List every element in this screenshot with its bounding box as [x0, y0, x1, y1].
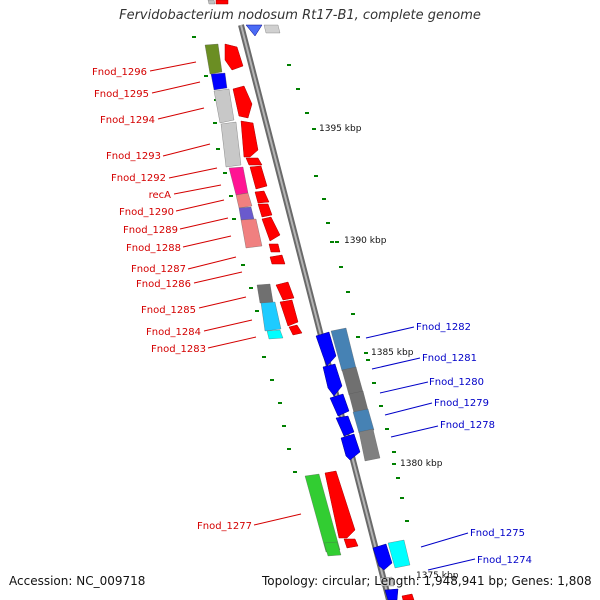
topology-text: Topology: circular; Length: 1,948,941 bp…	[262, 574, 592, 588]
genome-backbone	[238, 24, 392, 600]
gene-arrow[interactable]	[240, 120, 259, 158]
gene-label-fnod-1285[interactable]: Fnod_1285	[141, 305, 196, 316]
gene-arrow[interactable]	[224, 43, 244, 71]
gene-label-fnod-1274[interactable]: Fnod_1274	[477, 555, 532, 566]
gene-label-fnod-1279[interactable]: Fnod_1279	[434, 398, 489, 409]
gene-arrow[interactable]	[340, 433, 361, 461]
gene-label-reca[interactable]: recA	[149, 190, 172, 201]
gene-label-fnod-1288[interactable]: Fnod_1288	[126, 243, 181, 254]
gene-arrow[interactable]	[384, 588, 399, 600]
gene-arrow[interactable]	[329, 393, 350, 417]
gene-arrow[interactable]	[269, 254, 286, 265]
gene-label-fnod-1278[interactable]: Fnod_1278	[440, 420, 495, 431]
gene-label-fnod-1283[interactable]: Fnod_1283	[151, 344, 206, 355]
gene-arrow[interactable]	[245, 24, 263, 37]
tick-label-1385: 1385 kbp	[371, 348, 414, 358]
gene-label-fnod-1286[interactable]: Fnod_1286	[136, 279, 191, 290]
reverse-cog-boxes	[263, 24, 411, 587]
forward-leader-lines	[149, 61, 302, 526]
gene-arrow[interactable]	[232, 85, 253, 119]
gene-arrow[interactable]	[401, 593, 415, 600]
gene-label-fnod-1287[interactable]: Fnod_1287	[131, 264, 186, 275]
gene-label-fnod-1296[interactable]: Fnod_1296	[92, 67, 147, 78]
gene-label-fnod-1282[interactable]: Fnod_1282	[416, 322, 471, 333]
gene-arrow[interactable]	[245, 157, 263, 166]
gene-label-fnod-1294[interactable]: Fnod_1294	[100, 115, 155, 126]
tick-label-1390: 1390 kbp	[344, 236, 387, 246]
gene-arrow[interactable]	[215, 0, 229, 5]
gene-arrow[interactable]	[288, 324, 303, 336]
map-title: Fervidobacterium nodosum Rt17-B1, comple…	[119, 8, 481, 23]
gene-arrow[interactable]	[343, 538, 359, 549]
gene-label-fnod-1275[interactable]: Fnod_1275	[470, 528, 525, 539]
gene-label-fnod-1295[interactable]: Fnod_1295	[94, 89, 149, 100]
tick-marks	[192, 36, 409, 522]
reverse-genes	[245, 24, 399, 600]
forward-cog-boxes	[204, 0, 342, 557]
gene-arrow[interactable]	[372, 543, 393, 571]
gene-arrow[interactable]	[335, 415, 355, 437]
gene-arrow[interactable]	[324, 470, 356, 539]
tick-label-1380: 1380 kbp	[400, 459, 443, 469]
gene-arrow[interactable]	[257, 203, 273, 218]
gene-arrow[interactable]	[254, 190, 270, 204]
forward-genes	[215, 0, 415, 600]
gene-label-fnod-1292[interactable]: Fnod_1292	[111, 173, 166, 184]
gene-label-fnod-1284[interactable]: Fnod_1284	[146, 327, 201, 338]
gene-arrow[interactable]	[315, 331, 337, 367]
gene-arrow[interactable]	[249, 165, 268, 190]
gene-arrow[interactable]	[322, 363, 343, 397]
tick-label-1395: 1395 kbp	[319, 124, 362, 134]
gene-label-fnod-1290[interactable]: Fnod_1290	[119, 207, 174, 218]
gene-arrow[interactable]	[279, 299, 299, 327]
accession-text: Accession: NC_009718	[9, 574, 146, 588]
gene-label-fnod-1293[interactable]: Fnod_1293	[106, 151, 161, 162]
gene-label-fnod-1280[interactable]: Fnod_1280	[429, 377, 484, 388]
gene-label-fnod-1289[interactable]: Fnod_1289	[123, 225, 178, 236]
gene-label-fnod-1281[interactable]: Fnod_1281	[422, 353, 477, 364]
reverse-leader-lines	[365, 326, 476, 571]
gene-arrow[interactable]	[275, 281, 295, 301]
gene-arrow[interactable]	[268, 243, 281, 253]
gene-arrow[interactable]	[261, 216, 281, 242]
tick-label-1375: 1375 kbp	[416, 571, 459, 581]
gene-label-fnod-1277[interactable]: Fnod_1277	[197, 521, 252, 532]
